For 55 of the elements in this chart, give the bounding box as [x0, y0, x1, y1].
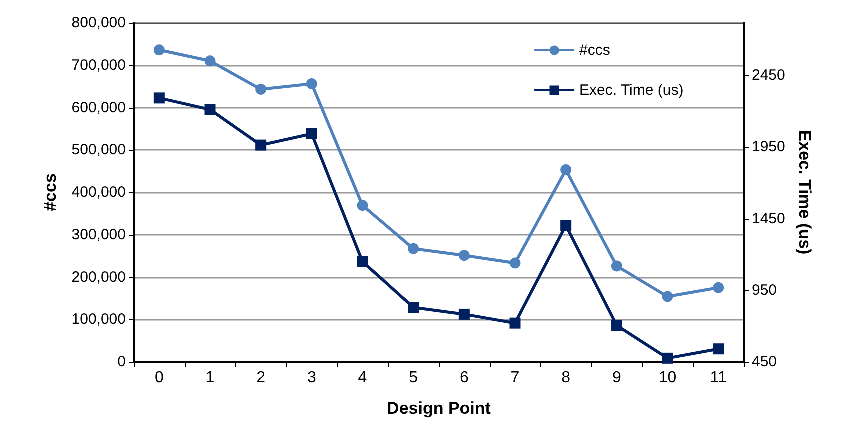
point: [458, 308, 470, 320]
point: [154, 92, 165, 104]
point: [611, 320, 622, 332]
point: [256, 140, 267, 151]
x-tick-label: 6: [460, 370, 469, 386]
point: [154, 44, 165, 56]
point: [713, 344, 724, 355]
point: [510, 318, 521, 329]
y-tick-label: 100,000: [72, 311, 126, 328]
point: [204, 56, 216, 67]
point: [306, 78, 318, 90]
x-tick-label: 0: [154, 370, 164, 386]
y2-tick-label: 2450: [752, 67, 786, 84]
x-tick-label: 8: [562, 370, 571, 386]
x-tick-label: 9: [612, 370, 622, 386]
x-tick-label: 7: [510, 370, 520, 386]
y-tick-label: 700,000: [72, 56, 126, 74]
y-axis-title: #ccs: [41, 174, 60, 212]
point: [611, 260, 622, 272]
point: [357, 200, 368, 212]
point: [662, 352, 674, 364]
y2-tick-label: 450: [752, 354, 778, 370]
y-tick-label: 600,000: [72, 99, 126, 116]
point: [256, 84, 267, 96]
x-axis-title: Design Point: [387, 399, 492, 418]
point: [662, 291, 674, 302]
x-tick-label: 4: [358, 370, 368, 386]
point: [357, 256, 368, 268]
point: [560, 220, 572, 232]
y2-tick-label: 1450: [752, 210, 786, 228]
y-tick-label: 400,000: [72, 184, 126, 201]
legend-label: #ccs: [580, 42, 610, 59]
y-tick-label: 800,000: [72, 14, 126, 32]
point: [510, 258, 521, 269]
y-tick-label: 500,000: [72, 142, 126, 159]
point: [306, 128, 318, 140]
point: [408, 302, 420, 314]
legend-label: Exec. Time (us): [580, 82, 684, 99]
x-tick-label: 1: [206, 370, 215, 386]
y-tick-label: 200,000: [72, 268, 126, 286]
x-tick-label: 10: [658, 370, 677, 386]
y-tick-label: 0: [118, 354, 126, 370]
x-tick-label: 2: [256, 370, 266, 386]
point: [713, 282, 724, 294]
y-tick-label: 300,000: [72, 226, 126, 244]
x-tick-label: 5: [409, 370, 418, 386]
y2-tick-label: 950: [752, 282, 778, 299]
point: [560, 164, 572, 176]
x-tick-label: 11: [710, 370, 727, 386]
point: [458, 250, 470, 262]
y2-tick-label: 1950: [752, 138, 786, 156]
point: [408, 243, 420, 254]
y2-axis-title: Exec. Time (us): [795, 130, 814, 255]
point: [204, 104, 216, 116]
x-tick-label: 3: [307, 370, 316, 386]
